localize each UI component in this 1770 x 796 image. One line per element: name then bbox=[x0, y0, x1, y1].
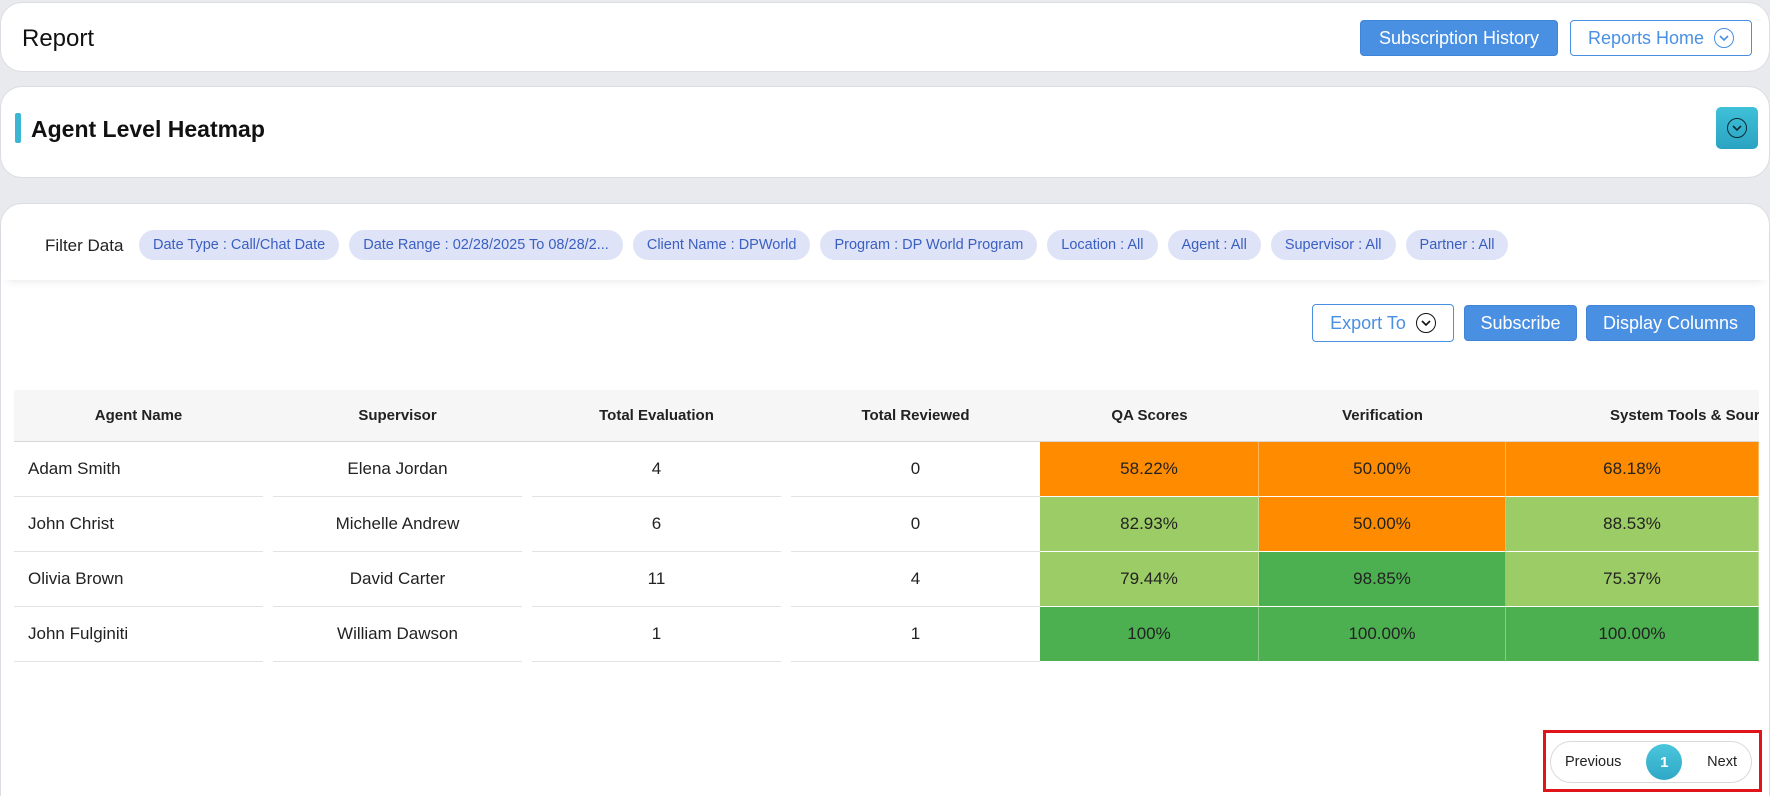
filter-chip-supervisor[interactable]: Supervisor : All bbox=[1270, 230, 1396, 260]
agent-name-cell: John Christ bbox=[14, 497, 263, 552]
table-row: Olivia Brown David Carter 11 4 79.44% 98… bbox=[14, 552, 1759, 607]
verification-cell: 50.00% bbox=[1259, 497, 1506, 552]
heatmap-table: Agent Name Supervisor Total Evaluation T… bbox=[14, 390, 1759, 662]
chevron-down-icon bbox=[1415, 313, 1436, 333]
qa-score-cell: 100% bbox=[1040, 607, 1259, 662]
system-tools-cell: 68.18% bbox=[1506, 442, 1759, 497]
agent-name-cell: Olivia Brown bbox=[14, 552, 263, 607]
supervisor-cell: Elena Jordan bbox=[273, 442, 522, 497]
system-tools-cell: 100.00% bbox=[1506, 607, 1759, 662]
display-columns-label: Display Columns bbox=[1602, 312, 1739, 333]
subscription-history-button[interactable]: Subscription History bbox=[1360, 20, 1558, 56]
total-evaluation-cell: 6 bbox=[532, 497, 781, 552]
reports-home-label: Reports Home bbox=[1587, 27, 1705, 48]
column-header-total-evaluation[interactable]: Total Evaluation bbox=[599, 407, 714, 424]
supervisor-cell: Michelle Andrew bbox=[273, 497, 522, 552]
filter-chip-date-type[interactable]: Date Type : Call/Chat Date bbox=[139, 230, 340, 260]
column-header-total-reviewed[interactable]: Total Reviewed bbox=[861, 407, 970, 424]
display-columns-button[interactable]: Display Columns bbox=[1586, 305, 1755, 341]
pagination-highlight bbox=[1543, 730, 1762, 792]
export-to-button[interactable]: Export To bbox=[1312, 304, 1454, 342]
filter-chip-client-name[interactable]: Client Name : DPWorld bbox=[632, 230, 811, 260]
total-reviewed-cell: 0 bbox=[791, 442, 1040, 497]
pagination: Previous 1 Next bbox=[1550, 741, 1752, 783]
column-header-qa-scores[interactable]: QA Scores bbox=[1111, 407, 1188, 424]
accent-bar bbox=[15, 113, 21, 143]
verification-cell: 98.85% bbox=[1259, 552, 1506, 607]
reports-home-button[interactable]: Reports Home bbox=[1570, 20, 1752, 56]
column-header-supervisor[interactable]: Supervisor bbox=[358, 407, 437, 424]
export-to-label: Export To bbox=[1330, 312, 1406, 333]
total-evaluation-cell: 4 bbox=[532, 442, 781, 497]
filter-chip-agent[interactable]: Agent : All bbox=[1167, 230, 1261, 260]
chevron-down-icon bbox=[1714, 28, 1735, 48]
section-title: Agent Level Heatmap bbox=[31, 116, 265, 142]
filter-chips: Date Type : Call/Chat Date Date Range : … bbox=[139, 230, 1509, 260]
agent-name-cell: John Fulginiti bbox=[14, 607, 263, 662]
filter-chip-date-range[interactable]: Date Range : 02/28/2025 To 08/28/2... bbox=[349, 230, 623, 260]
qa-score-cell: 82.93% bbox=[1040, 497, 1259, 552]
page-number-button[interactable]: 1 bbox=[1646, 744, 1683, 780]
qa-score-cell: 58.22% bbox=[1040, 442, 1259, 497]
subscribe-button[interactable]: Subscribe bbox=[1464, 305, 1577, 341]
system-tools-cell: 88.53% bbox=[1506, 497, 1759, 552]
table-row: John Fulginiti William Dawson 1 1 100% 1… bbox=[14, 607, 1759, 662]
next-page-button[interactable]: Next bbox=[1707, 754, 1737, 770]
report-header: Report Subscription History Reports Home bbox=[0, 2, 1770, 72]
supervisor-cell: David Carter bbox=[273, 552, 522, 607]
total-reviewed-cell: 1 bbox=[791, 607, 1040, 662]
report-content: Filter Data Date Type : Call/Chat Date D… bbox=[0, 203, 1770, 796]
filter-bar: Filter Data Date Type : Call/Chat Date D… bbox=[1, 204, 1769, 280]
subscription-history-label: Subscription History bbox=[1378, 27, 1540, 48]
supervisor-cell: William Dawson bbox=[273, 607, 522, 662]
heatmap-section-header: Agent Level Heatmap bbox=[0, 86, 1770, 178]
subscribe-label: Subscribe bbox=[1480, 312, 1561, 333]
agent-name-cell: Adam Smith bbox=[14, 442, 263, 497]
filter-chip-location[interactable]: Location : All bbox=[1047, 230, 1158, 260]
table-header: Agent Name Supervisor Total Evaluation T… bbox=[14, 390, 1759, 442]
system-tools-cell: 75.37% bbox=[1506, 552, 1759, 607]
table-row: Adam Smith Elena Jordan 4 0 58.22% 50.00… bbox=[14, 442, 1759, 497]
verification-cell: 100.00% bbox=[1259, 607, 1506, 662]
filter-label: Filter Data bbox=[45, 236, 124, 255]
qa-score-cell: 79.44% bbox=[1040, 552, 1259, 607]
filter-chip-partner[interactable]: Partner : All bbox=[1405, 230, 1509, 260]
previous-page-button[interactable]: Previous bbox=[1565, 754, 1622, 770]
chevron-down-icon bbox=[1727, 118, 1747, 138]
verification-cell: 50.00% bbox=[1259, 442, 1506, 497]
filter-chip-program[interactable]: Program : DP World Program bbox=[820, 230, 1038, 260]
column-header-verification[interactable]: Verification bbox=[1342, 407, 1423, 424]
collapse-toggle-button[interactable] bbox=[1716, 107, 1758, 149]
table-row: John Christ Michelle Andrew 6 0 82.93% 5… bbox=[14, 497, 1759, 552]
total-evaluation-cell: 11 bbox=[532, 552, 781, 607]
total-reviewed-cell: 4 bbox=[791, 552, 1040, 607]
total-evaluation-cell: 1 bbox=[532, 607, 781, 662]
total-reviewed-cell: 0 bbox=[791, 497, 1040, 552]
column-header-system-tools[interactable]: System Tools & Source bbox=[1610, 407, 1759, 424]
page-title: Report bbox=[22, 25, 95, 52]
column-header-agent-name[interactable]: Agent Name bbox=[94, 407, 183, 424]
